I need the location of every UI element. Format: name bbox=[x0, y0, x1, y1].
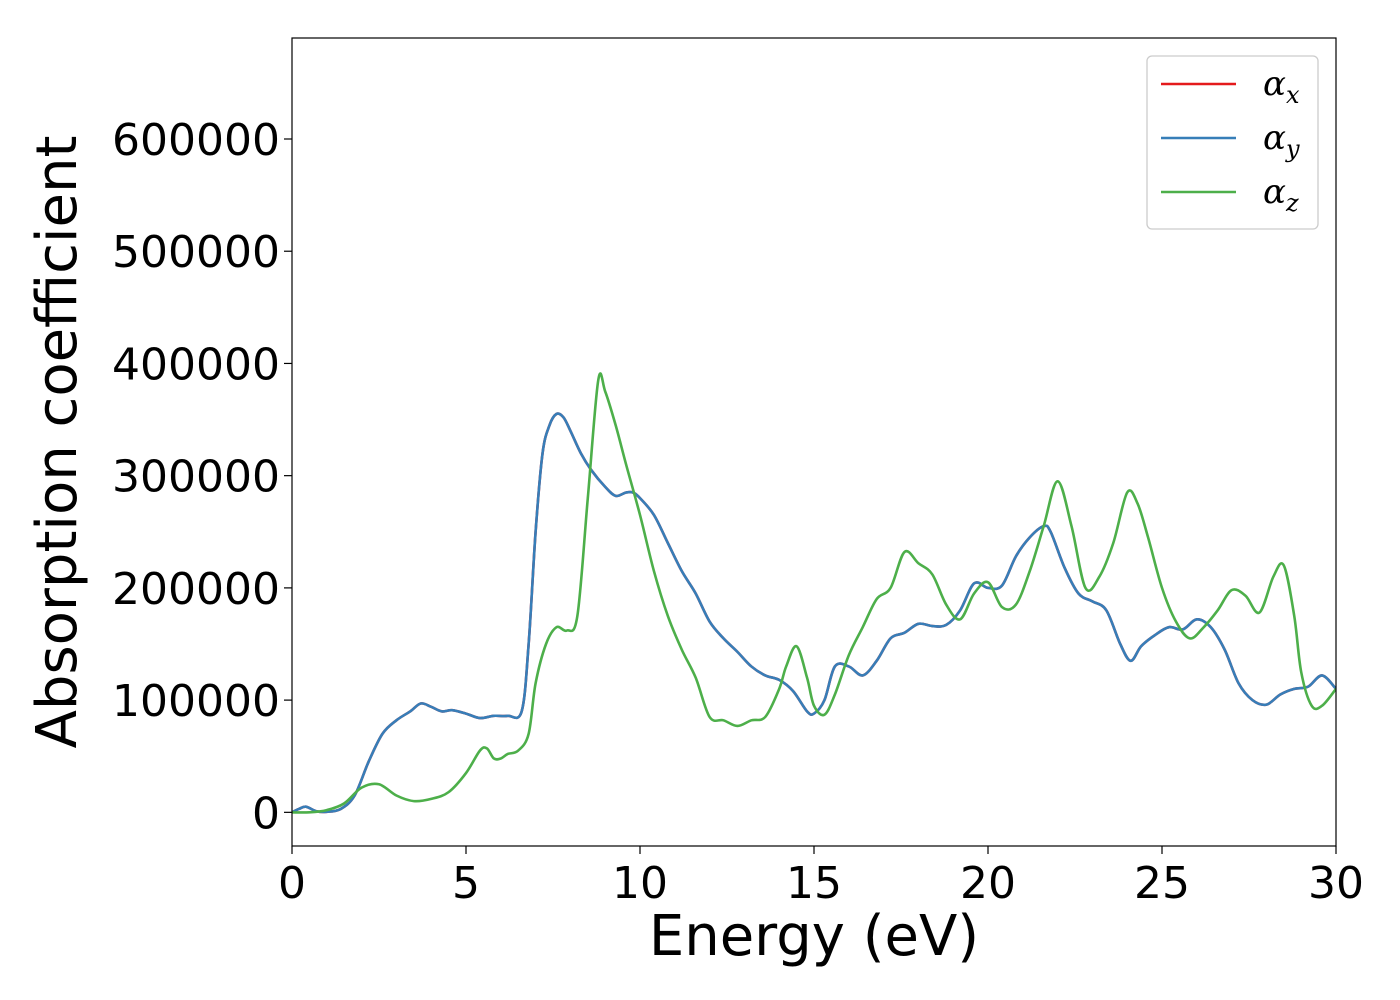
x-tick-label: 10 bbox=[612, 858, 668, 909]
x-axis-title: Energy (eV) bbox=[649, 904, 979, 969]
x-tick-label: 20 bbox=[960, 858, 1016, 909]
series-line-alpha-z bbox=[292, 372, 1336, 814]
x-tick-label: 0 bbox=[278, 858, 306, 909]
y-tick-label: 200000 bbox=[112, 564, 280, 615]
y-tick-label: 300000 bbox=[112, 452, 280, 503]
legend-label-alpha-x: αx bbox=[1263, 64, 1300, 109]
series-layer bbox=[292, 372, 1336, 814]
series-line-alpha-y bbox=[292, 412, 1336, 814]
legend-box bbox=[1146, 55, 1319, 230]
legend: αx αy αz bbox=[1146, 55, 1319, 230]
x-tick-label: 30 bbox=[1308, 858, 1364, 909]
y-tick-label: 500000 bbox=[112, 227, 280, 278]
x-axis: 0 5 10 15 20 25 30 bbox=[278, 846, 1364, 909]
x-tick-label: 5 bbox=[452, 858, 480, 909]
y-axis: 0 100000 200000 300000 400000 500000 600000 bbox=[112, 115, 292, 839]
y-tick-label: 0 bbox=[252, 788, 280, 839]
y-tick-label: 600000 bbox=[112, 115, 280, 166]
y-tick-label: 100000 bbox=[112, 676, 280, 727]
legend-items: αx αy αz bbox=[1161, 64, 1300, 217]
legend-label-alpha-y: αy bbox=[1263, 118, 1300, 163]
y-tick-label: 400000 bbox=[112, 339, 280, 390]
y-axis-title: Absorption coefficient bbox=[25, 136, 90, 749]
legend-label-alpha-z: αz bbox=[1263, 172, 1299, 217]
x-tick-label: 15 bbox=[786, 858, 842, 909]
x-tick-label: 25 bbox=[1134, 858, 1190, 909]
